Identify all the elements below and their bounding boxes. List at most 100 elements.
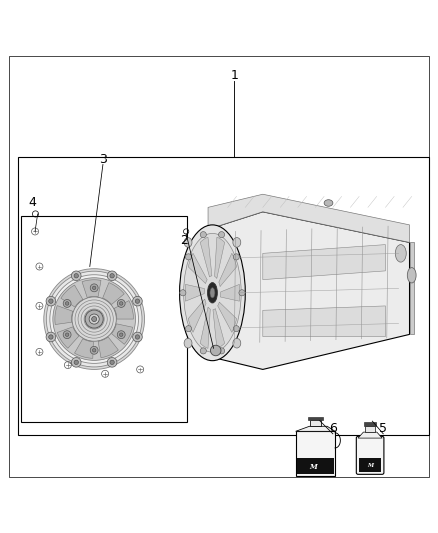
Ellipse shape — [395, 245, 406, 262]
Circle shape — [74, 273, 78, 278]
Text: M: M — [367, 463, 373, 468]
Ellipse shape — [180, 225, 245, 361]
Circle shape — [71, 271, 81, 280]
Circle shape — [85, 310, 103, 328]
Circle shape — [49, 299, 53, 303]
Ellipse shape — [184, 233, 241, 352]
Polygon shape — [200, 307, 210, 349]
Circle shape — [46, 296, 56, 306]
Polygon shape — [263, 306, 385, 336]
Circle shape — [200, 348, 206, 354]
Bar — [21, 216, 187, 422]
Circle shape — [210, 345, 221, 356]
Circle shape — [135, 335, 140, 339]
Text: 5: 5 — [379, 422, 387, 435]
Polygon shape — [208, 212, 410, 369]
Polygon shape — [208, 194, 410, 243]
Circle shape — [90, 284, 98, 292]
Polygon shape — [55, 305, 73, 325]
Circle shape — [53, 278, 135, 360]
Polygon shape — [112, 324, 133, 344]
Circle shape — [71, 358, 81, 367]
Polygon shape — [358, 432, 382, 438]
Polygon shape — [296, 431, 335, 475]
Circle shape — [233, 254, 240, 260]
Circle shape — [117, 300, 125, 308]
Polygon shape — [410, 243, 414, 334]
Ellipse shape — [233, 338, 241, 348]
Circle shape — [44, 269, 145, 369]
Polygon shape — [74, 338, 93, 358]
Circle shape — [180, 290, 186, 296]
Polygon shape — [188, 253, 207, 284]
Circle shape — [133, 296, 142, 306]
Polygon shape — [215, 237, 225, 278]
Polygon shape — [114, 301, 134, 319]
Ellipse shape — [184, 338, 192, 348]
Circle shape — [46, 332, 56, 342]
Polygon shape — [220, 285, 240, 301]
Ellipse shape — [324, 200, 333, 206]
Bar — [297, 458, 334, 474]
Circle shape — [120, 333, 123, 336]
Bar — [310, 420, 321, 426]
Circle shape — [92, 286, 96, 289]
Circle shape — [185, 254, 191, 260]
Polygon shape — [188, 299, 206, 333]
Ellipse shape — [208, 282, 217, 303]
Circle shape — [185, 326, 191, 332]
Text: 6: 6 — [329, 422, 337, 435]
Circle shape — [120, 302, 123, 305]
Circle shape — [135, 299, 140, 303]
Circle shape — [92, 317, 97, 321]
Circle shape — [239, 290, 245, 296]
Polygon shape — [82, 280, 101, 297]
Text: 4: 4 — [28, 197, 36, 209]
Bar — [18, 157, 429, 435]
Circle shape — [63, 331, 71, 338]
Polygon shape — [296, 426, 335, 431]
Polygon shape — [200, 237, 212, 277]
Polygon shape — [185, 285, 205, 301]
Circle shape — [72, 297, 117, 341]
Circle shape — [219, 348, 225, 354]
Text: 3: 3 — [99, 152, 107, 166]
Text: M: M — [310, 463, 317, 471]
Circle shape — [219, 232, 225, 238]
Polygon shape — [213, 309, 225, 349]
Circle shape — [200, 232, 206, 238]
Circle shape — [65, 302, 69, 305]
Circle shape — [50, 274, 138, 364]
Polygon shape — [57, 327, 79, 348]
Ellipse shape — [184, 238, 192, 247]
Ellipse shape — [233, 238, 241, 247]
Circle shape — [107, 271, 117, 280]
Bar — [308, 417, 322, 420]
Circle shape — [90, 346, 98, 354]
Circle shape — [74, 360, 78, 365]
Text: 1: 1 — [230, 69, 238, 83]
Polygon shape — [218, 302, 237, 333]
Circle shape — [107, 358, 117, 367]
Circle shape — [133, 332, 142, 342]
Circle shape — [92, 349, 96, 352]
Bar — [364, 422, 376, 426]
Circle shape — [110, 360, 114, 365]
Polygon shape — [102, 282, 124, 304]
Circle shape — [65, 333, 69, 336]
Polygon shape — [61, 285, 83, 307]
Polygon shape — [263, 245, 385, 280]
Ellipse shape — [407, 268, 416, 283]
Circle shape — [117, 331, 125, 338]
Circle shape — [110, 273, 114, 278]
Bar — [365, 426, 375, 432]
Polygon shape — [98, 337, 118, 358]
Circle shape — [233, 326, 240, 332]
Text: 2: 2 — [180, 233, 188, 247]
Circle shape — [89, 314, 99, 324]
Polygon shape — [219, 253, 237, 287]
FancyBboxPatch shape — [356, 437, 384, 474]
Circle shape — [63, 300, 71, 308]
Circle shape — [49, 335, 53, 339]
Circle shape — [46, 271, 142, 367]
